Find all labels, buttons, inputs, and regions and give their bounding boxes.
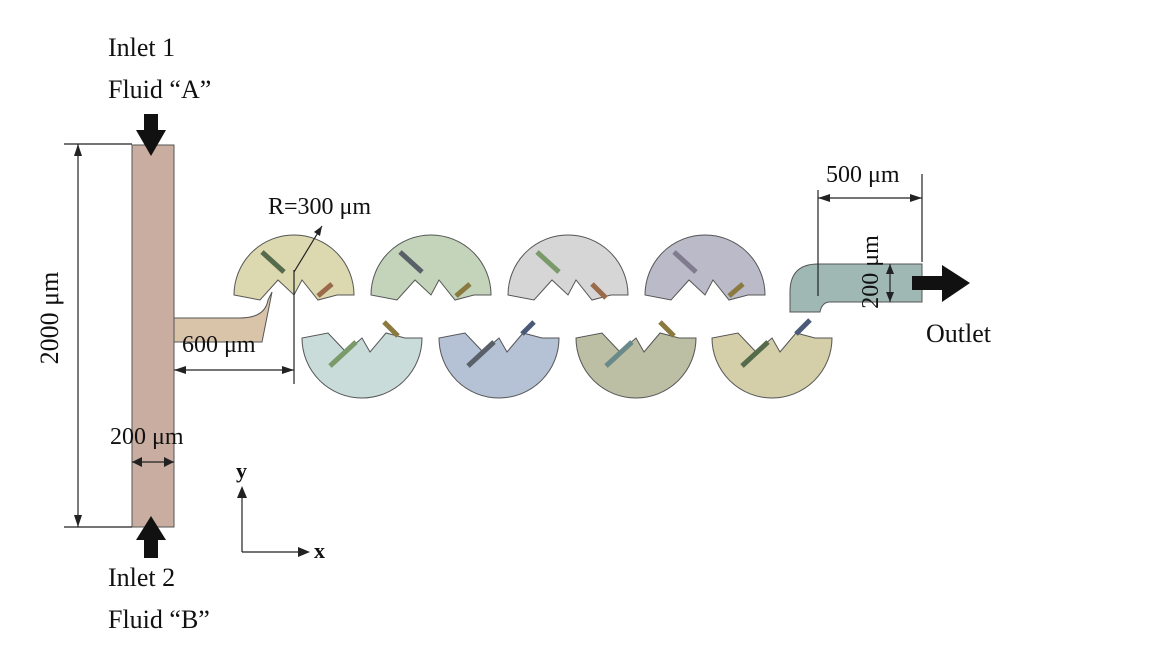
baffle [382, 320, 400, 338]
inlet2-label: Inlet 2 [108, 563, 175, 592]
axis-x-label: x [314, 538, 325, 563]
mixer-arc [301, 332, 423, 399]
outlet-arrow [912, 265, 970, 302]
inlet2-fluid-label: Fluid “B” [108, 605, 210, 634]
dimension-2000 [64, 143, 132, 528]
dimension-2000-label: 2000 μm [35, 272, 64, 365]
dimension-500-label: 500 μm [826, 162, 900, 188]
mixer-arcs-top [233, 234, 766, 301]
baffle [398, 250, 424, 274]
baffle [520, 320, 536, 336]
baffle [535, 250, 561, 274]
baffle [672, 250, 698, 274]
radius-label: R=300 μm [268, 194, 371, 220]
baffle [328, 340, 358, 368]
mixer-arc [507, 234, 629, 301]
dimension-200-outlet [886, 264, 894, 302]
mixer-arc [711, 332, 833, 399]
inlet1-fluid-label: Fluid “A” [108, 75, 211, 104]
dimension-600 [174, 270, 295, 384]
baffle [260, 250, 286, 274]
baffle [727, 282, 745, 298]
dimension-200-inlet-label: 200 μm [110, 424, 184, 450]
inlet2-arrow [136, 516, 166, 558]
mixer-baffles [260, 250, 812, 368]
baffle [740, 340, 770, 368]
mixer-arcs-bottom [301, 332, 833, 399]
mixer-arc [644, 234, 766, 301]
dimension-200-outlet-label: 200 μm [858, 235, 884, 309]
axis-y-label: y [236, 458, 247, 483]
dimension-500 [817, 174, 923, 296]
outlet-channel [789, 263, 923, 313]
outlet-label: Outlet [926, 319, 992, 348]
coordinate-axes [237, 486, 310, 557]
dimension-600-label: 600 μm [182, 332, 256, 358]
mixer-arc [370, 234, 492, 301]
inlet-branch [173, 291, 273, 343]
inlet1-label: Inlet 1 [108, 33, 175, 62]
inlet-channel [131, 144, 175, 528]
baffle [604, 340, 634, 368]
baffle [466, 340, 496, 368]
baffle [658, 320, 676, 338]
baffle [590, 282, 608, 300]
mixer-arc [575, 332, 697, 399]
inlet1-arrow [136, 114, 166, 156]
baffle [794, 318, 812, 336]
radius-indicator [293, 225, 323, 273]
baffle [316, 282, 334, 298]
dimension-200-inlet [132, 457, 174, 467]
baffle [454, 282, 472, 298]
mixer-arc [438, 332, 560, 399]
